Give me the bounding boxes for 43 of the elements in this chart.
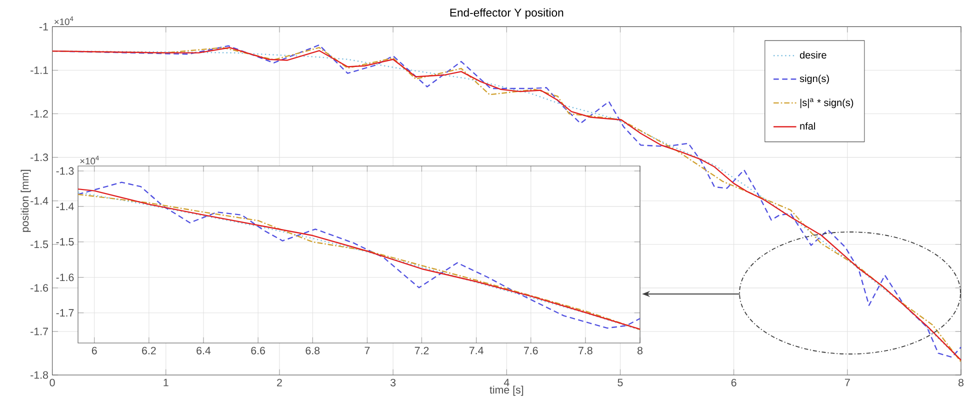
text: ×10$^{4}$	[54, 16, 74, 26]
legend-label: desire	[800, 51, 826, 59]
x-tick-label: 7.6	[524, 346, 538, 354]
x-tick-label: 0	[50, 378, 55, 386]
y-tick-label: -1.3	[30, 154, 48, 162]
x-tick-label: 7	[844, 378, 850, 386]
y-tick-label: -1	[39, 23, 48, 30]
y-tick-label: -1.8	[30, 371, 48, 379]
x-tick-label: 6.4	[196, 346, 211, 354]
x-tick-label: 5	[618, 378, 623, 386]
y-tick-label: -1.2	[30, 110, 48, 118]
y-tick-label: -1.4	[56, 202, 74, 210]
y-axis-title: position [mm]	[20, 170, 31, 232]
y-tick-label: -1.4	[30, 197, 48, 205]
y-tick-label: -1.5	[30, 240, 48, 248]
x-tick-label: 7.2	[414, 346, 429, 354]
y-tick-label: -1.1	[30, 66, 48, 74]
y-tick-label: -1.6	[56, 274, 74, 282]
x-axis-title: time [s]	[490, 386, 524, 396]
x-tick-label: 4	[504, 378, 510, 386]
x-tick-label: 8	[638, 346, 642, 354]
legend-label: |s|$^{a}$ * sign(s)	[800, 98, 854, 108]
x-tick-label: 6	[731, 378, 736, 386]
x-tick-label: 7.4	[469, 346, 484, 354]
y-tick-label: -1.6	[30, 284, 48, 292]
y-tick-label: -1.3	[56, 167, 74, 175]
x-tick-label: 6.6	[251, 346, 266, 354]
y-tick-label: -1.7	[56, 309, 74, 317]
legend-label: nfal	[800, 122, 815, 130]
chart-title: End-effector Y position	[450, 8, 564, 19]
y-tick-label: -1.5	[56, 238, 74, 246]
x-tick-label: 6.2	[142, 346, 156, 354]
x-tick-label: 3	[390, 378, 396, 386]
x-tick-label: 7.8	[578, 346, 592, 354]
y-tick-label: -1.7	[30, 328, 48, 336]
x-tick-label: 8	[958, 378, 964, 386]
x-tick-label: 7	[364, 346, 370, 354]
x-tick-label: 2	[277, 378, 282, 386]
x-tick-label: 6	[92, 346, 97, 354]
x-tick-label: 1	[164, 378, 168, 386]
x-tick-label: 6.8	[306, 346, 320, 354]
legend-label: sign(s)	[800, 74, 829, 84]
annotation: ×10$^{4}$	[80, 156, 99, 164]
